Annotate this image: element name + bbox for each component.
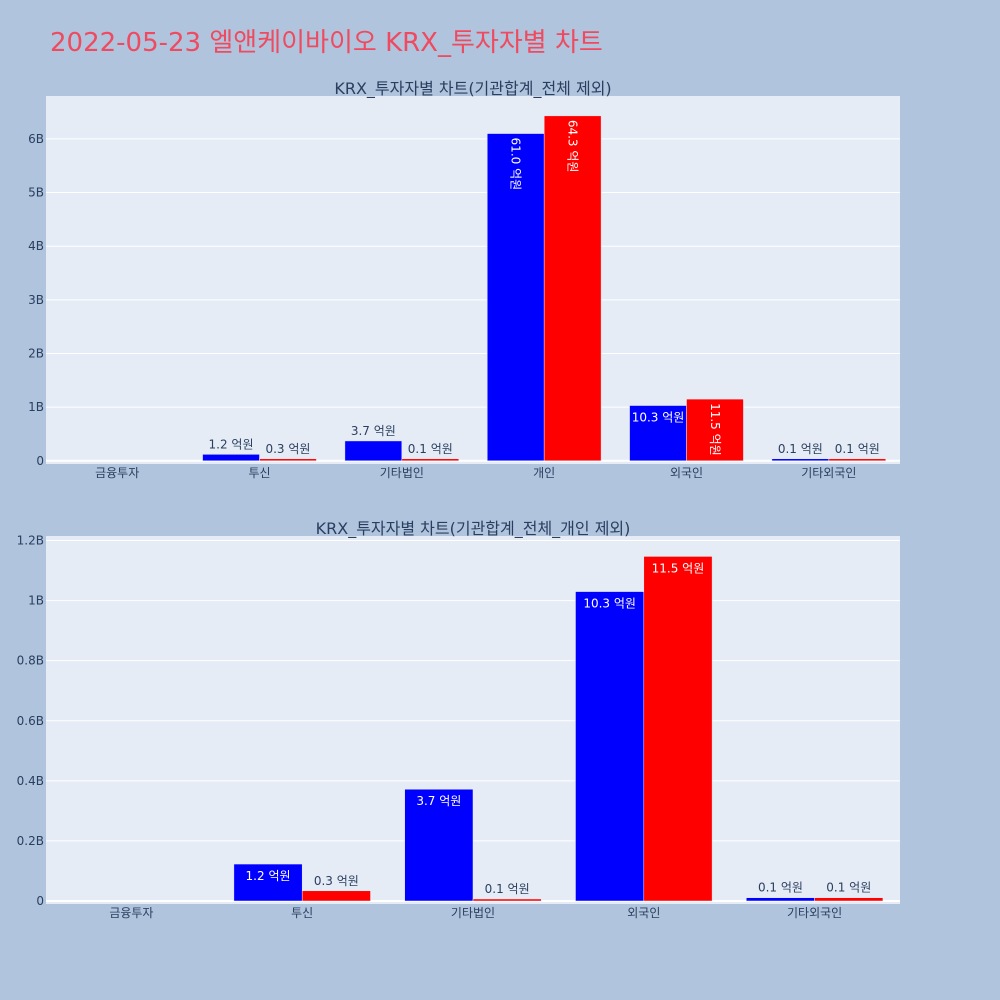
- data-label: 1.2 억원: [209, 437, 254, 451]
- bar-red: [472, 898, 542, 902]
- y-tick-label: 5B: [28, 186, 44, 200]
- chart-2: 0 0.2B 0.4B 0.6B 0.8B 1B 1.2B KRX_투자자별 차트(기관합계_…: [17, 519, 900, 920]
- bar-blue: [344, 440, 403, 462]
- x-tick-label: 금융투자: [109, 906, 153, 920]
- y-tick-label: 6B: [28, 132, 44, 146]
- x-tick-label: 기타법인: [380, 466, 424, 480]
- bar-blue: [202, 454, 260, 462]
- x-tick-label: 기타외국인: [801, 466, 856, 480]
- data-label: 0.1 억원: [758, 881, 803, 895]
- y-tick-label: 0: [36, 454, 44, 468]
- y-tick-label: 0.4B: [17, 774, 44, 788]
- bar-red: [814, 897, 884, 902]
- bar-blue: [233, 863, 303, 902]
- y-tick-label: 4B: [28, 239, 44, 253]
- data-label: 3.7 억원: [416, 794, 461, 808]
- data-label: 10.3 억원: [632, 411, 685, 425]
- data-label: 11.5 억원: [652, 561, 705, 575]
- y-tick-label: 0.8B: [17, 654, 44, 668]
- bar-blue: [486, 133, 545, 462]
- data-label: 0.1 억원: [826, 881, 871, 895]
- data-label: 0.3 억원: [314, 874, 359, 888]
- x-tick-label: 금융투자: [95, 466, 139, 480]
- plot-area: [46, 96, 900, 464]
- y-tick-label: 3B: [28, 293, 44, 307]
- bar-red: [643, 556, 713, 902]
- x-tick-label: 투신: [291, 906, 313, 920]
- bar-red: [828, 458, 887, 462]
- bar-blue: [404, 788, 474, 902]
- data-label: 1.2 억원: [246, 869, 291, 883]
- bar-blue: [629, 405, 687, 462]
- data-label: 61.0 억원: [509, 138, 523, 191]
- data-label: 0.1 억원: [408, 442, 453, 456]
- bar-red: [301, 890, 371, 902]
- x-tick-label: 투신: [248, 466, 270, 480]
- x-tick-label: 개인: [533, 466, 555, 480]
- y-tick-label: 0.2B: [17, 834, 44, 848]
- x-tick-label: 외국인: [627, 906, 660, 920]
- y-tick-label: 0: [36, 894, 44, 908]
- y-tick-label: 1B: [28, 400, 44, 414]
- y-tick-label: 2B: [28, 346, 44, 360]
- bar-blue: [771, 458, 830, 462]
- chart-title: KRX_투자자별 차트(기관합계_전체_개인 제외): [316, 519, 631, 539]
- bar-red: [401, 458, 460, 462]
- page-title: 2022-05-23 엘앤케이바이오 KRX_투자자별 차트: [50, 28, 603, 58]
- y-tick-label: 1.2B: [17, 534, 44, 548]
- chart-title: KRX_투자자별 차트(기관합계_전체 제외): [334, 79, 611, 99]
- y-tick-label: 1B: [28, 594, 44, 608]
- y-tick-label: 0.6B: [17, 714, 44, 728]
- data-label: 10.3 억원: [583, 597, 636, 611]
- data-label: 0.1 억원: [778, 442, 823, 456]
- data-label: 64.3 억원: [566, 120, 580, 173]
- x-tick-label: 외국인: [670, 466, 703, 480]
- data-label: 0.3 억원: [265, 442, 310, 456]
- chart-1: 0 1B 2B 3B 4B 5B 6B KRX_투자자별 차트(기관합계_전체 제외) 금융투자…: [28, 79, 900, 480]
- bar-red: [259, 458, 317, 462]
- bar-red: [686, 398, 744, 462]
- bar-red: [543, 115, 602, 462]
- x-tick-label: 기타법인: [451, 906, 495, 920]
- data-label: 3.7 억원: [351, 424, 396, 438]
- data-label: 11.5 억원: [708, 403, 722, 456]
- data-label: 0.1 억원: [485, 882, 530, 896]
- bar-blue: [575, 591, 645, 902]
- x-tick-label: 기타외국인: [787, 906, 842, 920]
- bar-blue: [746, 897, 815, 902]
- data-label: 0.1 억원: [835, 442, 880, 456]
